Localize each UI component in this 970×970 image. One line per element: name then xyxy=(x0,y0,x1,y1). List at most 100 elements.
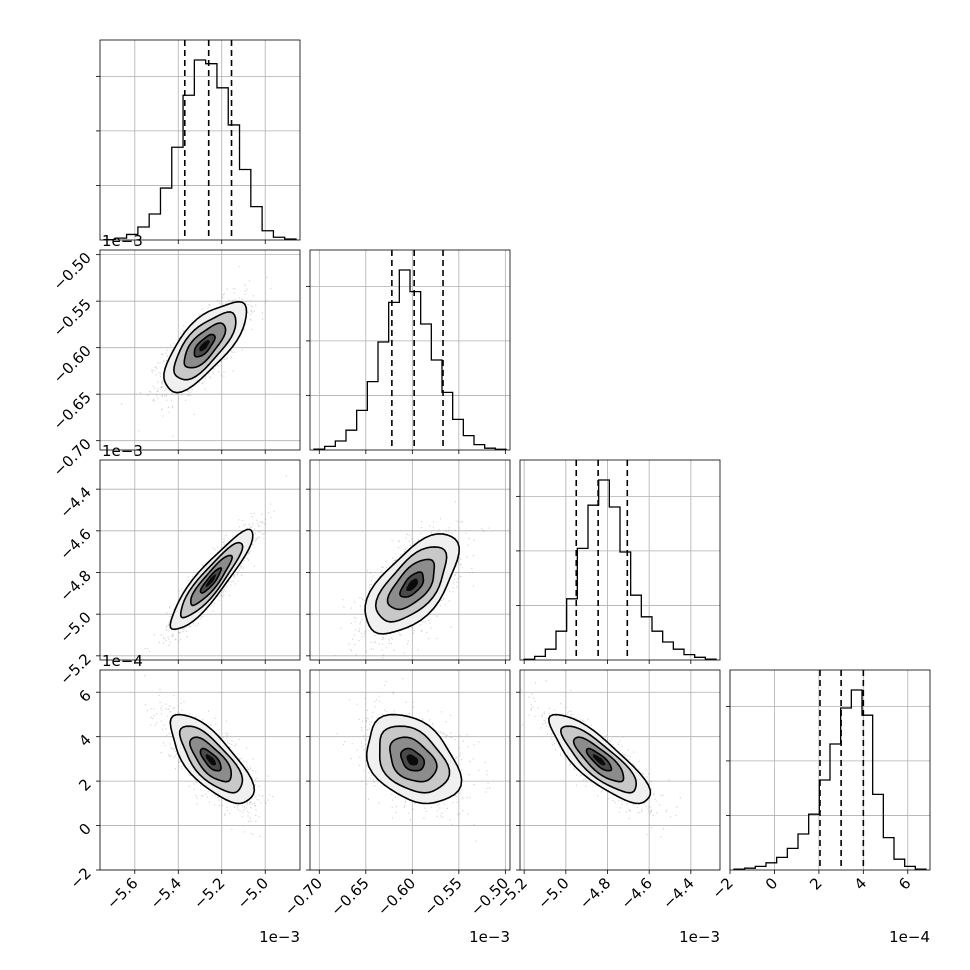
contour-line xyxy=(178,725,244,794)
x-offset-label-0: 1e−3 xyxy=(259,928,300,946)
x-tick-label-0: −5.4 xyxy=(147,874,185,912)
contour-line xyxy=(169,528,254,631)
contour-line xyxy=(572,736,625,783)
scatter-panel-1-2 xyxy=(306,459,511,664)
x-offset-label-2: 1e−3 xyxy=(679,928,720,946)
x-tick-label-2: −5.0 xyxy=(534,874,572,912)
y-tick-label-3: −2 xyxy=(66,864,94,892)
x-tick-label-0: −5.6 xyxy=(103,874,141,912)
x-tick-label-0: −5.2 xyxy=(190,874,228,912)
y-tick-label-2: −5.2 xyxy=(56,650,94,688)
scatter-panel-0-2 xyxy=(96,459,301,664)
histogram-panel-3 xyxy=(726,669,931,874)
histogram-frame-3 xyxy=(729,669,931,871)
x-tick-label-3: −2 xyxy=(708,874,736,902)
panel-content xyxy=(121,266,272,437)
contour-line xyxy=(193,333,216,358)
contour-line xyxy=(199,747,222,772)
panel-content xyxy=(520,680,681,838)
y-tick-label-3: 6 xyxy=(75,686,94,705)
x-tick-label-0: −5.0 xyxy=(234,874,272,912)
y-offset-label-3: 1e−4 xyxy=(102,652,143,670)
scatter-panel-0-1 xyxy=(96,249,301,454)
contour-line xyxy=(365,713,463,805)
contour-line xyxy=(173,311,237,381)
contour-line xyxy=(399,747,426,772)
scatter-frame xyxy=(309,459,511,661)
x-tick-label-1: −0.60 xyxy=(374,874,419,919)
contour-line xyxy=(386,558,436,611)
density-peak xyxy=(205,574,217,587)
x-tick-label-3: 2 xyxy=(806,874,825,893)
contour-line xyxy=(199,567,223,594)
x-tick-label-2: −4.8 xyxy=(576,874,614,912)
y-tick-label-1: −0.55 xyxy=(50,295,95,340)
y-tick-label-1: −0.60 xyxy=(50,342,95,387)
x-tick-label-1: −0.65 xyxy=(327,874,372,919)
density-peak xyxy=(406,578,419,592)
y-offset-label-1: 1e−3 xyxy=(102,232,143,250)
y-tick-label-1: −0.70 xyxy=(50,435,95,480)
x-tick-label-3: 4 xyxy=(851,874,870,893)
contour-line xyxy=(183,322,227,369)
y-tick-label-1: −0.65 xyxy=(50,388,95,433)
histogram-step-0 xyxy=(103,59,297,241)
contour-line xyxy=(559,725,637,794)
x-offset-label-1: 1e−3 xyxy=(469,928,510,946)
scatter-frame xyxy=(99,669,301,871)
scatter-frame xyxy=(99,249,301,451)
y-tick-label-2: −4.8 xyxy=(56,567,94,605)
y-tick-label-3: 0 xyxy=(75,820,94,839)
scatter-panel-2-3 xyxy=(516,669,721,874)
panel-content xyxy=(336,678,491,842)
scatter-frame xyxy=(99,459,301,661)
y-tick-label-1: −0.50 xyxy=(50,249,95,294)
x-tick-label-2: −4.4 xyxy=(659,874,697,912)
histogram-frame-1 xyxy=(309,249,511,451)
y-tick-label-3: 4 xyxy=(75,731,94,750)
histogram-step-3 xyxy=(733,689,927,870)
histogram-frame-2 xyxy=(519,459,721,661)
scatter-panel-0-3 xyxy=(96,669,301,874)
histogram-panel-0 xyxy=(96,39,301,244)
contour-line xyxy=(585,747,613,772)
x-tick-label-1: −0.55 xyxy=(420,874,465,919)
contour-line xyxy=(364,533,460,635)
y-tick-label-2: −4.6 xyxy=(56,525,94,563)
panel-content xyxy=(144,475,287,653)
x-tick-label-1: −0.70 xyxy=(281,874,326,919)
histogram-panel-2 xyxy=(516,459,721,664)
x-tick-label-3: 6 xyxy=(895,874,914,893)
y-tick-label-2: −4.4 xyxy=(56,483,94,521)
x-tick-label-3: 0 xyxy=(762,874,781,893)
histogram-step-1 xyxy=(313,269,507,450)
contour-line xyxy=(378,725,451,794)
x-offset-label-3: 1e−4 xyxy=(889,928,930,946)
histogram-frame-0 xyxy=(99,39,301,241)
histogram-panel-1 xyxy=(306,249,511,454)
y-tick-label-2: −5.0 xyxy=(56,608,94,646)
contour-line xyxy=(188,736,232,783)
scatter-frame xyxy=(309,669,511,871)
y-offset-label-2: 1e−3 xyxy=(102,442,143,460)
contour-line xyxy=(399,571,425,598)
density-peak xyxy=(199,340,210,352)
y-tick-label-3: 2 xyxy=(75,775,94,794)
density-peak xyxy=(205,754,216,766)
panel-content xyxy=(334,501,490,659)
scatter-panel-1-3 xyxy=(306,669,511,874)
contour-line xyxy=(179,541,244,619)
scatter-frame xyxy=(519,669,721,871)
density-peak xyxy=(592,754,606,766)
contour-line xyxy=(389,736,438,783)
panel-content xyxy=(144,675,274,837)
histogram-step-2 xyxy=(523,479,717,660)
density-peak xyxy=(406,754,419,766)
contour-line xyxy=(163,300,248,394)
contour-line xyxy=(547,713,652,805)
contour-line xyxy=(374,546,448,623)
contour-line xyxy=(189,554,233,607)
x-tick-label-2: −4.6 xyxy=(618,874,656,912)
contour-line xyxy=(169,713,256,805)
